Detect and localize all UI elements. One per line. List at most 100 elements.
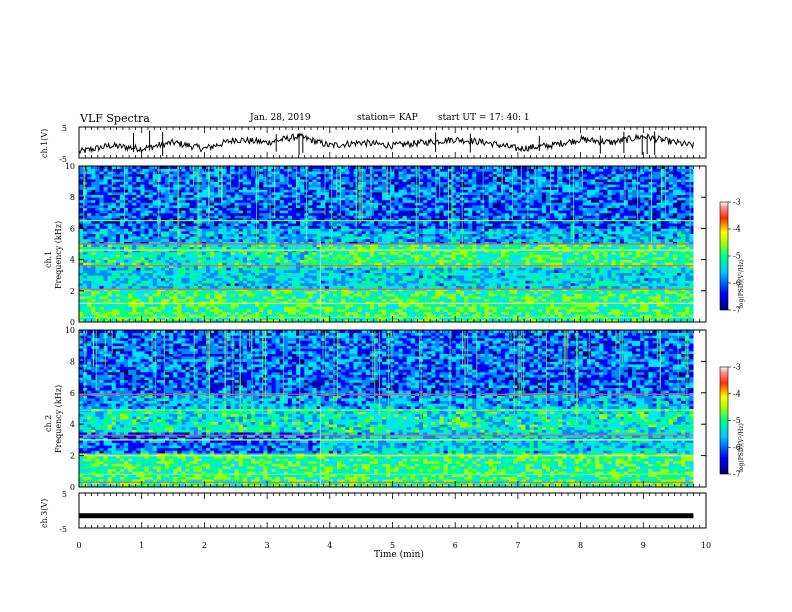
spectrogram-cell xyxy=(275,298,281,302)
spectrogram-cell xyxy=(83,199,88,203)
spectrogram-cell xyxy=(226,218,231,221)
spectrogram-cell xyxy=(275,210,281,214)
spectrogram-cell xyxy=(251,316,256,320)
spectrogram-cell xyxy=(357,311,363,315)
spectrogram-cell xyxy=(402,262,408,266)
spectrogram-cell xyxy=(226,262,231,266)
spectrogram-cell xyxy=(267,267,272,271)
spectrogram-cell xyxy=(128,314,133,318)
spectrogram-cell xyxy=(165,192,170,195)
spectrogram-cell xyxy=(148,166,154,169)
spectrogram-cell xyxy=(357,272,363,276)
spectrogram-cell xyxy=(160,166,166,169)
spectrogram-cell xyxy=(83,202,88,206)
spectrogram-cell xyxy=(390,199,395,203)
spectrogram-cell xyxy=(332,303,338,307)
spectrogram-cell xyxy=(218,228,223,232)
spectrogram-cell xyxy=(312,236,317,240)
spectrogram-cell xyxy=(349,205,354,208)
spectrogram-cell xyxy=(251,267,256,271)
spectrogram-cell xyxy=(283,225,289,229)
spectrogram-cell xyxy=(197,298,203,302)
spectrogram-cell xyxy=(332,207,338,211)
spectrogram-cell xyxy=(230,283,236,286)
spectrogram-cell xyxy=(111,218,117,221)
spectrogram-cell xyxy=(148,220,154,224)
spectrogram-cell xyxy=(165,231,170,234)
spectrogram-cell xyxy=(83,311,88,315)
spectrogram-cell xyxy=(95,303,100,307)
spectrogram-cell xyxy=(382,207,387,211)
spectrogram-cell xyxy=(218,199,223,203)
spectrogram-cell xyxy=(365,270,371,273)
spectrogram-cell xyxy=(107,218,113,221)
spectrogram-cell xyxy=(177,275,182,279)
spectrogram-cell xyxy=(259,202,264,206)
spectrogram-cell xyxy=(242,194,248,198)
spectrogram-cell xyxy=(140,293,145,297)
spectrogram-cell xyxy=(148,285,154,289)
spectrogram-cell xyxy=(365,212,371,216)
spectrogram-cell xyxy=(189,218,195,221)
spectrogram-cell xyxy=(283,233,289,237)
spectrogram-cell xyxy=(406,257,412,260)
spectrogram-cell xyxy=(201,251,207,255)
spectrogram-cell xyxy=(271,202,277,206)
spectrogram-cell xyxy=(169,202,174,206)
spectrogram-cell xyxy=(238,192,244,195)
spectrogram-cell xyxy=(308,251,313,255)
spectrogram-cell xyxy=(181,176,186,180)
spectrogram-cell xyxy=(177,194,182,198)
spectrogram-cell xyxy=(152,205,158,208)
spectrogram-cell xyxy=(361,283,367,286)
spectrogram-cell xyxy=(115,215,121,219)
spectrogram-cell xyxy=(173,293,178,297)
spectrogram-cell xyxy=(345,199,350,203)
spectrogram-cell xyxy=(287,275,293,279)
spectrogram-cell xyxy=(251,223,256,227)
spectrogram-cell xyxy=(279,197,285,201)
spectrogram-cell xyxy=(414,309,420,312)
spectrogram-cell xyxy=(386,254,391,258)
spectrogram-cell xyxy=(201,189,207,193)
spectrogram-cell xyxy=(287,270,293,273)
spectrogram-cell xyxy=(160,319,166,323)
spectrogram-cell xyxy=(337,309,342,312)
spectrogram-cell xyxy=(378,233,383,237)
spectrogram-cell xyxy=(341,173,346,177)
spectrogram-cell xyxy=(324,218,330,221)
spectrogram-cell xyxy=(406,194,412,198)
spectrogram-cell xyxy=(230,251,236,255)
spectrogram-cell xyxy=(226,197,231,201)
spectrogram-cell xyxy=(312,228,317,232)
spectrogram-cell xyxy=(107,298,113,302)
spectrogram-cell xyxy=(87,179,92,182)
spectrogram-cell xyxy=(119,290,125,294)
spectrogram-cell xyxy=(214,228,219,232)
spectrogram-cell xyxy=(218,267,223,271)
spectrogram-cell xyxy=(193,168,199,172)
spectrogram-cell xyxy=(345,309,350,312)
spectrogram-cell xyxy=(185,296,191,299)
spectrogram-cell xyxy=(201,311,207,315)
spectrogram-cell xyxy=(287,283,293,286)
spectrogram-cell xyxy=(279,272,285,276)
spectrogram-cell xyxy=(242,179,248,182)
spectrogram-cell xyxy=(218,277,223,281)
spectrogram-cell xyxy=(251,199,256,203)
spectrogram-cell xyxy=(369,309,375,312)
spectrogram-cell xyxy=(390,215,395,219)
spectrogram-cell xyxy=(373,218,379,221)
spectrogram-cell xyxy=(95,220,100,224)
spectrogram-cell xyxy=(144,186,150,190)
spectrogram-cell xyxy=(361,215,367,219)
spectrogram-cell xyxy=(373,205,379,208)
spectrogram-cell xyxy=(349,275,354,279)
spectrogram-cell xyxy=(246,314,252,318)
spectrogram-cell xyxy=(378,309,383,312)
spectrogram-cell xyxy=(300,259,305,263)
spectrogram-cell xyxy=(128,192,133,195)
spectrogram-cell xyxy=(136,202,141,206)
spectrogram-cell xyxy=(165,179,170,182)
spectrogram-cell xyxy=(251,306,256,310)
